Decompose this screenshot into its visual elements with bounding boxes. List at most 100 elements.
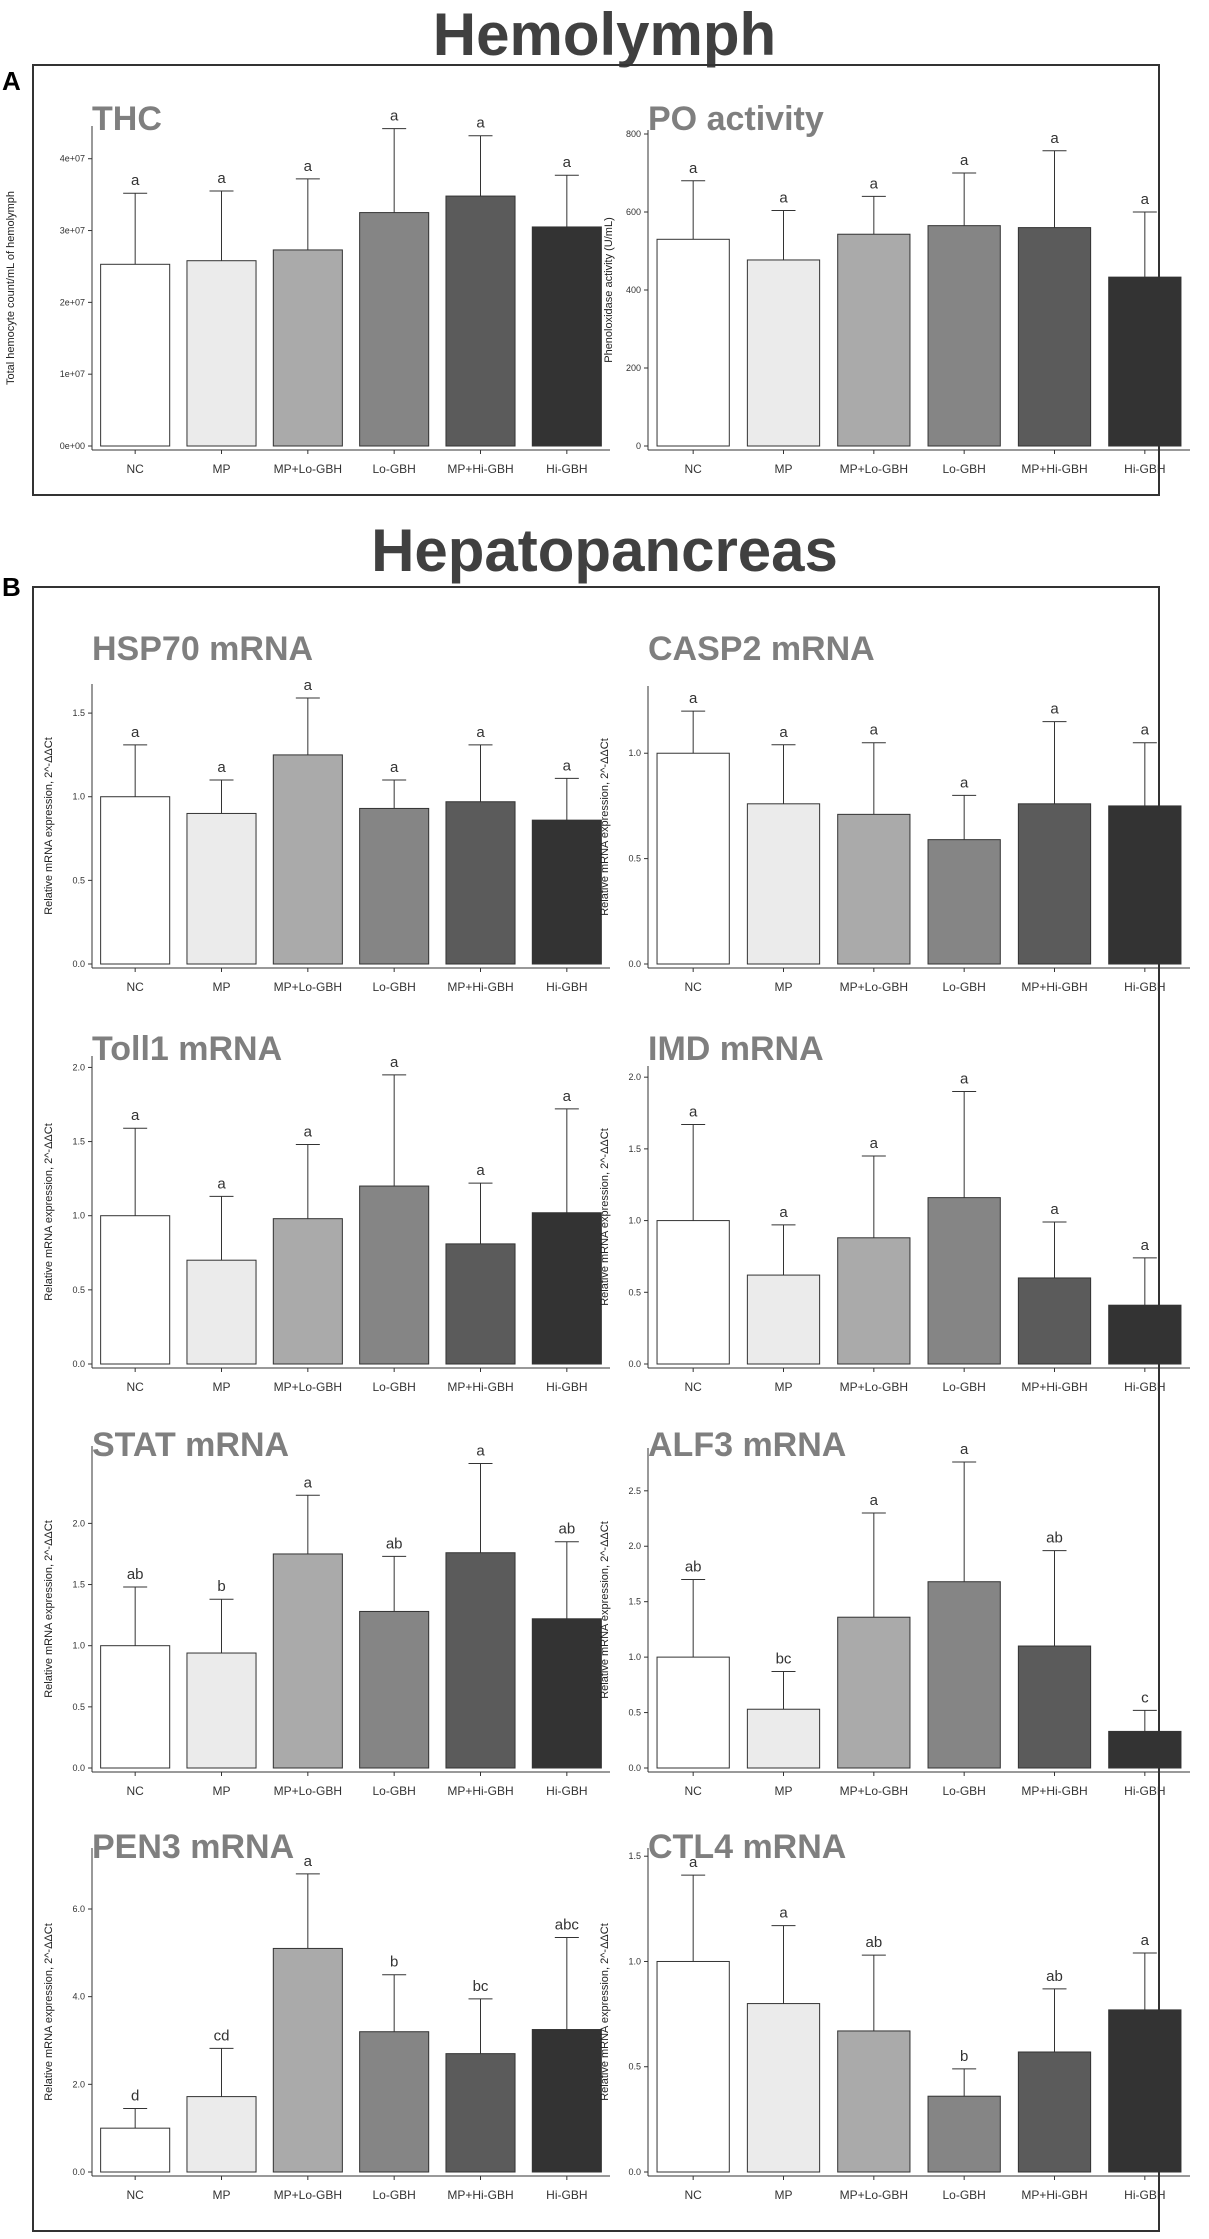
x-tick-label: Hi-GBH — [1124, 1380, 1165, 1394]
y-tick-label: 0.5 — [628, 1287, 641, 1297]
bar — [272, 1218, 343, 1365]
significance-letter: a — [689, 1854, 698, 1871]
significance-letter: bc — [473, 1978, 489, 1995]
significance-letter: cd — [214, 2027, 230, 2044]
y-axis-label: Relative mRNA expression, 2^-ΔΔCt — [43, 1923, 55, 2101]
bar — [927, 839, 1001, 965]
x-tick-label: NC — [684, 1784, 702, 1798]
x-tick-label: Lo-GBH — [372, 1784, 415, 1798]
y-tick-label: 1.5 — [628, 1597, 641, 1607]
significance-letter: a — [1050, 1201, 1059, 1218]
significance-letter: c — [1141, 1689, 1149, 1706]
y-tick-label: 0.5 — [628, 2062, 641, 2072]
y-tick-label: 1.5 — [72, 1137, 85, 1147]
x-tick-label: MP+Lo-GBH — [840, 1380, 908, 1394]
significance-letter: ab — [1046, 1968, 1063, 1985]
bar — [837, 2030, 911, 2173]
x-tick-label: Hi-GBH — [1124, 2188, 1165, 2202]
panel-b-box — [32, 586, 1160, 2232]
y-tick-label: 0.0 — [628, 1763, 641, 1773]
y-tick-label: 1.0 — [628, 748, 641, 758]
y-tick-label: 0.0 — [72, 1359, 85, 1369]
x-tick-label: MP+Hi-GBH — [447, 462, 513, 476]
bar — [1108, 805, 1182, 965]
x-tick-label: MP+Lo-GBH — [840, 1784, 908, 1798]
significance-letter: a — [779, 189, 788, 206]
x-tick-label: MP+Lo-GBH — [840, 980, 908, 994]
bar — [927, 1197, 1001, 1365]
y-tick-label: 0.5 — [72, 1285, 85, 1295]
bar — [1017, 1277, 1092, 1365]
y-axis-label: Relative mRNA expression, 2^-ΔΔCt — [599, 1521, 611, 1699]
significance-letter: a — [1141, 722, 1150, 739]
y-tick-label: 1.5 — [628, 1144, 641, 1154]
x-tick-label: MP — [213, 980, 231, 994]
y-axis-label: Relative mRNA expression, 2^-ΔΔCt — [43, 1520, 55, 1698]
bar — [445, 801, 516, 965]
chart-title: PO activity — [648, 100, 824, 138]
x-tick-label: MP — [775, 462, 793, 476]
bar — [1108, 1304, 1182, 1365]
significance-letter: ab — [386, 1535, 403, 1552]
bar — [837, 813, 911, 965]
x-tick-label: Hi-GBH — [546, 462, 587, 476]
significance-letter: a — [131, 724, 140, 741]
y-tick-label: 600 — [626, 207, 641, 217]
x-tick-label: NC — [126, 980, 144, 994]
bar — [272, 1947, 343, 2173]
bar — [656, 238, 730, 447]
chart-title: CTL4 mRNA — [648, 1828, 846, 1866]
bar — [272, 754, 343, 965]
y-tick-label: 0.5 — [72, 875, 85, 885]
y-tick-label: 1.0 — [628, 1652, 641, 1662]
bar — [100, 1645, 171, 1769]
y-tick-label: 2.5 — [628, 1486, 641, 1496]
significance-letter: ab — [1046, 1530, 1063, 1547]
significance-letter: a — [870, 175, 879, 192]
significance-letter: a — [131, 172, 140, 189]
x-tick-label: Hi-GBH — [546, 1784, 587, 1798]
bar — [186, 2096, 257, 2173]
y-axis-label: Relative mRNA expression, 2^-ΔΔCt — [599, 738, 611, 916]
significance-letter: a — [563, 757, 572, 774]
y-tick-label: 0e+00 — [60, 441, 85, 451]
significance-letter: a — [131, 1107, 140, 1124]
x-tick-label: MP+Lo-GBH — [274, 980, 342, 994]
y-tick-label: 2.0 — [628, 1072, 641, 1082]
x-tick-label: Lo-GBH — [372, 2188, 415, 2202]
x-tick-label: Lo-GBH — [942, 1784, 985, 1798]
bar — [272, 249, 343, 447]
significance-letter: a — [304, 1124, 313, 1141]
significance-letter: a — [304, 677, 313, 694]
y-tick-label: 0.0 — [72, 959, 85, 969]
y-tick-label: 3e+07 — [60, 226, 85, 236]
significance-letter: a — [476, 1162, 485, 1179]
y-tick-label: 2.0 — [628, 1541, 641, 1551]
chart-title: PEN3 mRNA — [92, 1828, 294, 1866]
y-tick-label: 400 — [626, 285, 641, 295]
y-axis-label: Phenoloxidase activity (U/mL) — [603, 217, 615, 363]
y-tick-label: 0.0 — [628, 2167, 641, 2177]
x-tick-label: NC — [126, 1784, 144, 1798]
panel-b-label: B — [2, 572, 21, 602]
significance-letter: a — [304, 1853, 313, 1870]
y-tick-label: 1e+07 — [60, 369, 85, 379]
y-tick-label: 1.0 — [72, 1641, 85, 1651]
significance-letter: a — [960, 1071, 969, 1088]
bar — [186, 1652, 257, 1769]
y-tick-label: 0.0 — [72, 2167, 85, 2177]
y-axis-label: Total hemocyte count/mL of hemolymph — [5, 191, 17, 385]
bar — [837, 1616, 911, 1769]
x-tick-label: MP+Hi-GBH — [447, 2188, 513, 2202]
bar — [837, 233, 911, 447]
x-tick-label: Lo-GBH — [942, 462, 985, 476]
x-tick-label: Hi-GBH — [1124, 462, 1165, 476]
x-tick-label: MP+Hi-GBH — [447, 1784, 513, 1798]
x-tick-label: MP+Hi-GBH — [1021, 1784, 1087, 1798]
bar — [445, 2053, 516, 2173]
y-tick-label: 2.0 — [72, 2079, 85, 2089]
significance-letter: a — [870, 722, 879, 739]
y-tick-label: 0.0 — [628, 1359, 641, 1369]
x-tick-label: MP — [775, 1784, 793, 1798]
